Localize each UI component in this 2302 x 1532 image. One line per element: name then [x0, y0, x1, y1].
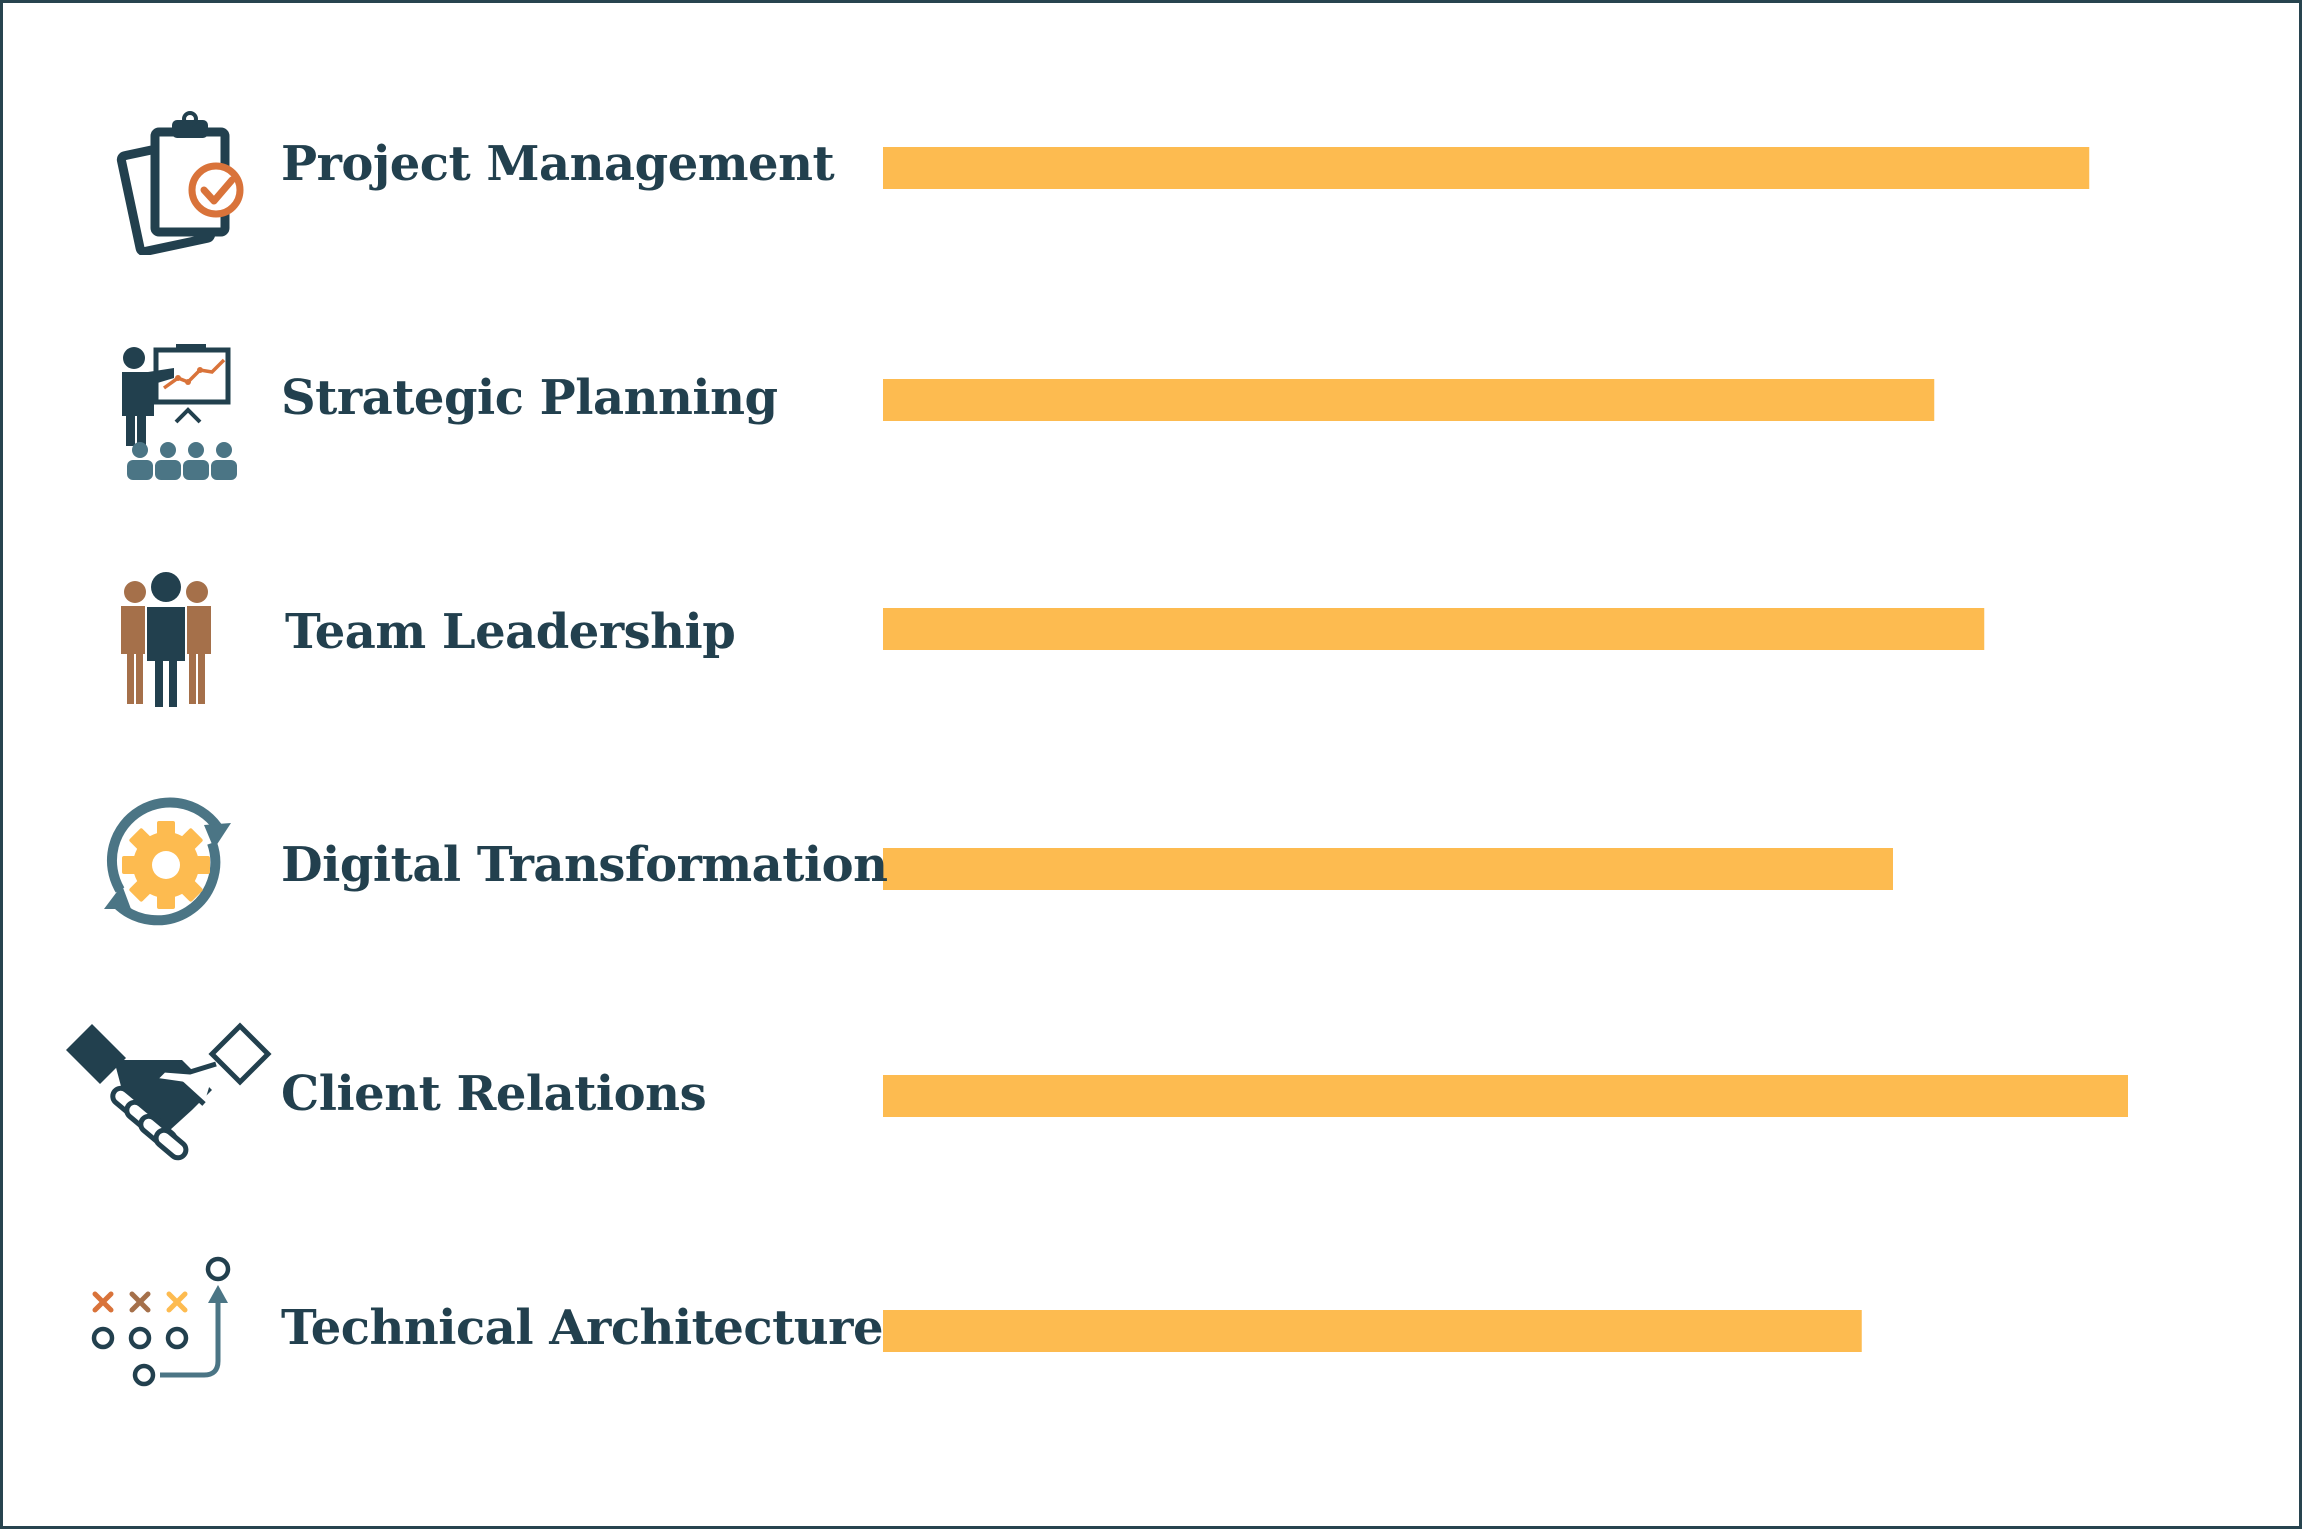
bar-digital-transformation — [883, 848, 1893, 890]
category-label-project-management: Project Management — [281, 136, 835, 192]
strategy-play-icon — [91, 1256, 231, 1387]
category-label-strategic-planning: Strategic Planning — [281, 370, 778, 426]
clipboard-check-icon — [116, 111, 244, 255]
category-label-team-leadership: Team Leadership — [285, 604, 736, 660]
bar-team-leadership — [883, 608, 1985, 650]
gear-cycle-icon — [104, 797, 231, 926]
skills-bar-chart — [883, 147, 2128, 1352]
category-label-digital-transformation: Digital Transformation — [281, 837, 888, 893]
bar-client-relations — [883, 1075, 2128, 1117]
category-label-client-relations: Client Relations — [281, 1066, 707, 1122]
team-people-icon — [121, 572, 211, 709]
handshake-icon — [66, 1022, 272, 1161]
bar-strategic-planning — [883, 379, 1935, 421]
presentation-chart-icon — [122, 344, 237, 480]
bar-project-management — [883, 147, 2090, 189]
bar-technical-architecture — [883, 1310, 1862, 1352]
category-label-technical-architecture: Technical Architecture — [281, 1300, 884, 1356]
